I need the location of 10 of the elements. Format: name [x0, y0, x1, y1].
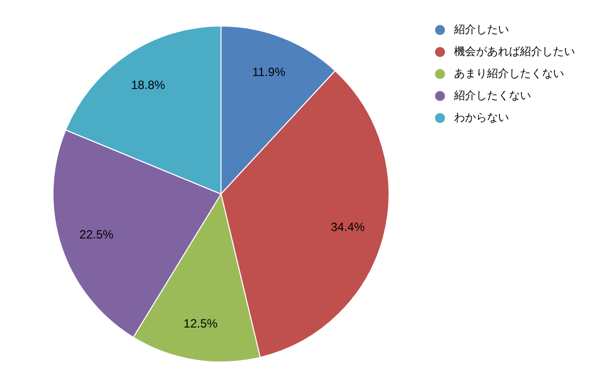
data-label: 34.4%	[330, 220, 366, 234]
data-label: 12.5%	[184, 316, 218, 330]
data-label: 22.5%	[79, 228, 114, 242]
legend-label: 紹介したい	[453, 24, 509, 36]
legend-label: 紹介したくない	[453, 90, 531, 102]
legend-label: あまり紹介したくない	[454, 68, 564, 80]
legend-label: 機会があれば紹介したい	[454, 46, 575, 58]
data-label: 11.9%	[252, 64, 286, 79]
data-label: 18.8%	[131, 78, 166, 92]
legend-label: わからない	[454, 112, 509, 124]
